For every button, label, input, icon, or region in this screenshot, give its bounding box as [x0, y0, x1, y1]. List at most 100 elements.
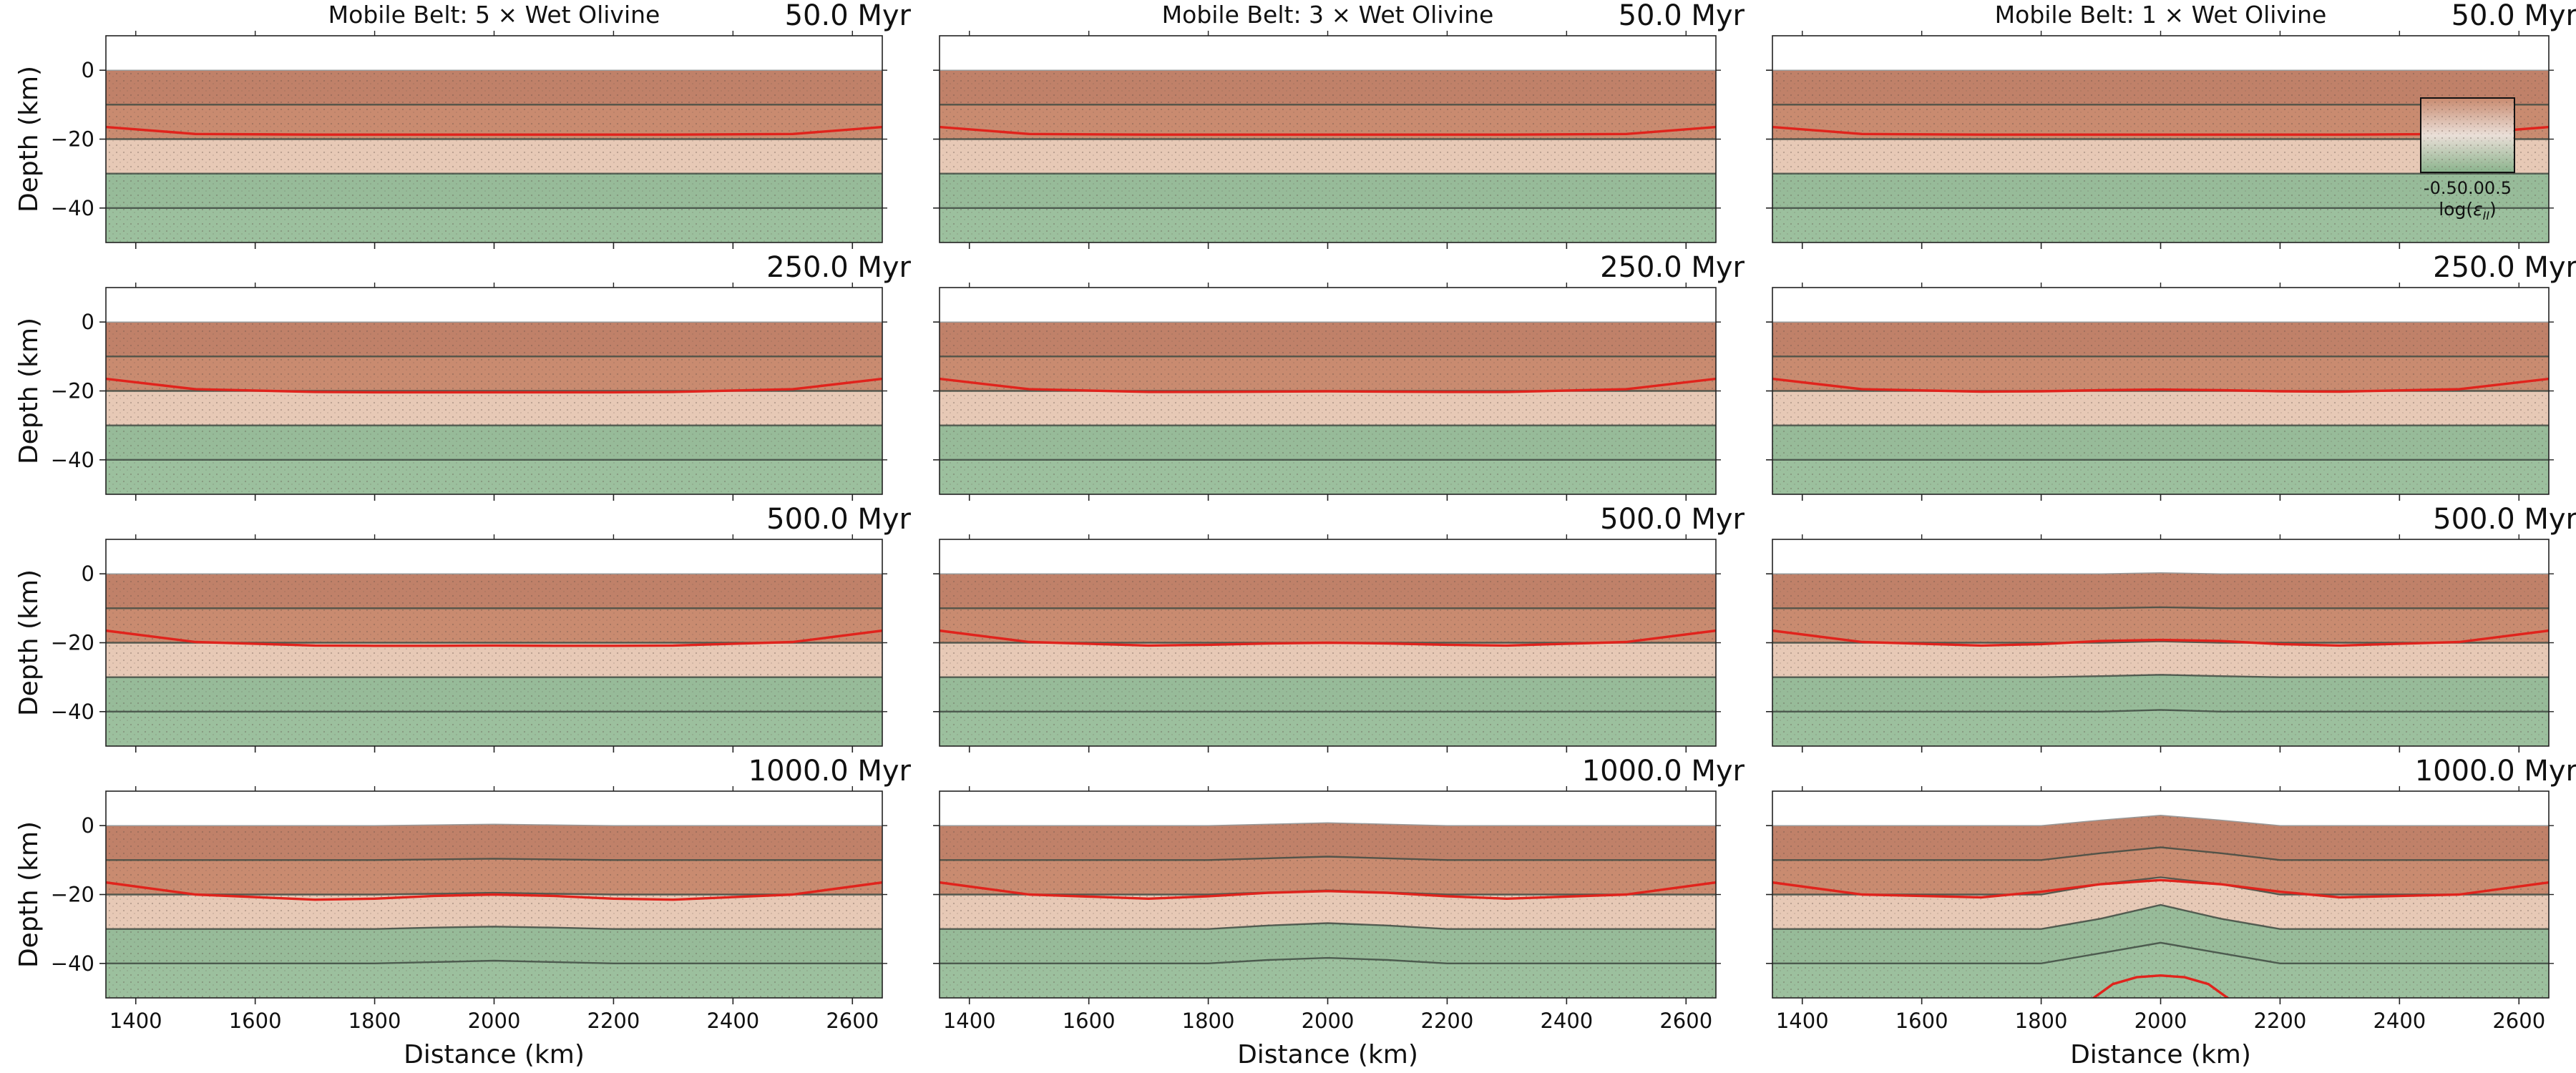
surface-line [106, 823, 882, 826]
interface-line-3 [106, 959, 882, 964]
y-tick-label: −40 [51, 700, 94, 724]
interface-line-3 [1772, 709, 2549, 712]
interface-line-2 [106, 926, 882, 930]
y-tick-label: −40 [51, 196, 94, 220]
interface-line-0 [106, 858, 882, 861]
time-label: 1000.0 Myr [2415, 755, 2576, 788]
y-tick-label: 0 [82, 310, 94, 334]
panel-r1-c2: 250.0 Myr [1766, 251, 2576, 501]
colorbar-texture [2421, 98, 2514, 172]
isotherm-line [106, 125, 882, 136]
x-tick-label: 1800 [2015, 1009, 2068, 1033]
mesh-texture [940, 70, 1716, 242]
time-label: 250.0 Myr [1600, 251, 1745, 284]
time-label: 50.0 Myr [785, 0, 912, 32]
mesh-texture [106, 70, 882, 242]
interface-line-2 [1772, 903, 2549, 930]
panel-r1-c1: 250.0 Myr [933, 251, 1745, 501]
interface-line-3 [1772, 941, 2549, 964]
x-tick-label: 1400 [943, 1009, 996, 1033]
mesh-texture [1772, 572, 2549, 746]
isotherm-line [1772, 878, 2549, 899]
colorbar-label-part: ε [2473, 199, 2483, 220]
isotherm-line [1772, 125, 2549, 136]
panel-r3-c1: 1400 1600 1800 2000 2200 2400 2600 Distance (km… [933, 755, 1745, 1069]
column-title: Mobile Belt: 5 × Wet Olivine [328, 1, 660, 29]
colorbar-label-part: log( [2439, 199, 2473, 220]
colorbar-label-part: ) [2489, 199, 2497, 220]
x-axis-label: Distance (km) [404, 1040, 585, 1069]
panel-r3-c2: 1400 1600 1800 2000 2200 2400 2600 Distance (km… [1766, 755, 2576, 1069]
x-tick-label: 1800 [1182, 1009, 1235, 1033]
mesh-texture [106, 322, 882, 494]
mesh-texture [940, 823, 1716, 998]
y-tick-label: −20 [51, 883, 94, 907]
x-tick-label: 2200 [587, 1009, 640, 1033]
x-tick-label: 2400 [2373, 1009, 2426, 1033]
x-tick-label: 2200 [2254, 1009, 2307, 1033]
y-tick-label: −20 [51, 127, 94, 152]
y-axis-label: Depth (km) [14, 569, 44, 716]
x-tick-label: 2000 [2135, 1009, 2187, 1033]
time-label: 1000.0 Myr [748, 755, 912, 788]
interface-line-1 [106, 891, 882, 896]
x-tick-label: 2400 [1540, 1009, 1593, 1033]
x-axis-label: Distance (km) [1237, 1040, 1418, 1069]
surface-line [1772, 572, 2549, 574]
time-label: 500.0 Myr [1600, 503, 1745, 536]
isotherm-line [940, 125, 1716, 136]
mesh-texture [940, 322, 1716, 494]
interface-line-3 [940, 956, 1716, 964]
isotherm-line [1772, 629, 2549, 647]
mesh-texture [106, 574, 882, 746]
y-tick-label: −20 [51, 379, 94, 403]
y-tick-label: 0 [82, 562, 94, 586]
isotherm-line-deep [2092, 974, 2230, 998]
time-label: 500.0 Myr [2433, 503, 2576, 536]
time-label: 500.0 Myr [766, 503, 911, 536]
x-axis-label: Distance (km) [2070, 1040, 2251, 1069]
mesh-texture [1772, 70, 2549, 242]
panel-r3-c0: 1400 1600 1800 2000 2200 2400 2600 0 −20 −40 Depth… [14, 755, 912, 1069]
isotherm-line [940, 377, 1716, 393]
panel-r2-c1: 500.0 Myr [933, 503, 1745, 753]
column-title: Mobile Belt: 1 × Wet Olivine [1995, 1, 2327, 29]
panels-layer: 0 −20 −40 Depth (km) 50.0 Myr Mobile Belt: 5 … [14, 0, 2576, 1069]
surface-line [940, 822, 1716, 826]
time-label: 50.0 Myr [2451, 0, 2576, 32]
mesh-texture [1772, 322, 2549, 494]
mesh-texture [940, 574, 1716, 746]
x-tick-label: 1600 [1063, 1009, 1116, 1033]
y-axis-label: Depth (km) [14, 821, 44, 968]
x-tick-label: 1800 [348, 1009, 401, 1033]
interface-line-0 [940, 856, 1716, 861]
interface-line-1 [1772, 640, 2549, 644]
panel-r2-c0: 0 −20 −40 Depth (km) 500.0 Myr [14, 503, 912, 753]
interface-line-2 [940, 922, 1716, 930]
colorbar-label-part: II [2483, 209, 2490, 222]
isotherm-line [106, 377, 882, 394]
y-axis-label: Depth (km) [14, 318, 44, 464]
time-label: 250.0 Myr [2433, 251, 2576, 284]
y-tick-label: −20 [51, 631, 94, 655]
x-tick-label: 1400 [109, 1009, 162, 1033]
column-title: Mobile Belt: 3 × Wet Olivine [1162, 1, 1494, 29]
interface-line-1 [1772, 876, 2549, 896]
isotherm-line [940, 881, 1716, 900]
mesh-texture [1772, 815, 2549, 998]
time-label: 50.0 Myr [1619, 0, 1745, 32]
y-tick-label: −40 [51, 951, 94, 976]
x-tick-label: 1600 [229, 1009, 282, 1033]
x-tick-label: 2000 [1302, 1009, 1355, 1033]
panel-r0-c1: 50.0 Myr Mobile Belt: 3 × Wet Olivine [933, 0, 1745, 249]
x-tick-label: 2000 [468, 1009, 521, 1033]
isotherm-line [1772, 377, 2549, 393]
panel-r0-c0: 0 −20 −40 Depth (km) 50.0 Myr Mobile Belt: 5 … [14, 0, 912, 249]
isotherm-line [940, 629, 1716, 647]
isotherm-line [106, 881, 882, 901]
y-tick-label: −40 [51, 448, 94, 472]
x-tick-label: 2600 [1659, 1009, 1712, 1033]
x-tick-label: 2400 [706, 1009, 759, 1033]
panel-r2-c2: 500.0 Myr [1766, 503, 2576, 753]
